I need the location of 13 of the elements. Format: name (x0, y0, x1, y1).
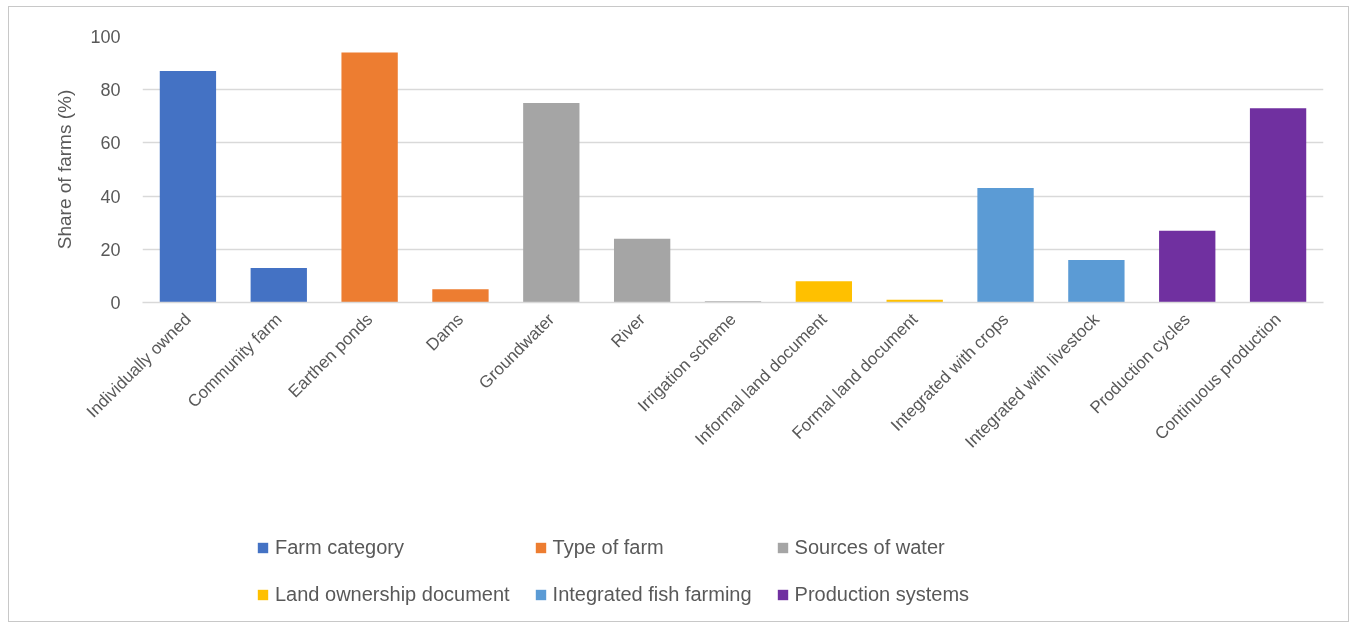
legend-label: Land ownership document (275, 583, 510, 606)
legend-label: Farm category (275, 536, 404, 559)
y-tick-label: 40 (100, 186, 121, 207)
y-tick-label: 0 (110, 293, 121, 313)
legend-label: Sources of water (794, 536, 945, 559)
y-tick-label: 100 (90, 27, 121, 47)
legend-label: Integrated fish farming (552, 583, 752, 606)
y-tick-label: 80 (100, 80, 121, 101)
y-axis-title: Share of farms (%) (54, 89, 76, 250)
y-tick-label: 20 (100, 239, 121, 260)
legend-label: Type of farm (552, 536, 664, 559)
legend-label: Production systems (794, 583, 970, 606)
y-tick-label: 60 (100, 133, 121, 154)
